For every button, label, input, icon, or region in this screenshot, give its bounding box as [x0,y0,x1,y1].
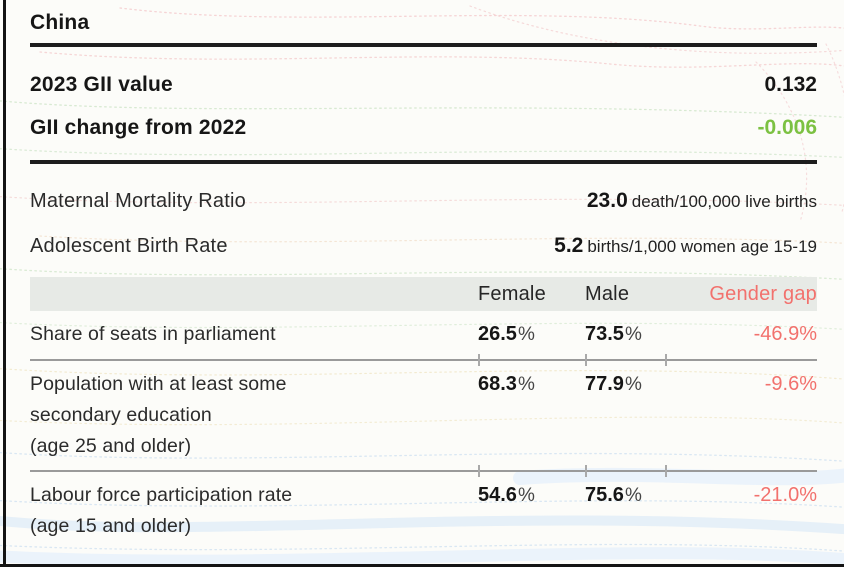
column-tick [665,354,667,366]
column-tick [478,354,480,366]
column-tick [665,465,667,477]
column-tick [585,465,587,477]
male-value: 75.6% [585,484,642,506]
gender-gap-value: -21.0% [753,484,817,506]
table-row-parliament: Share of seats in parliament 26.5% 73.5%… [30,311,817,359]
adolescent-birth-value: 5.2 births/1,000 women age 15-19 [554,234,817,257]
column-header-female: Female [478,282,546,305]
bottom-edge-rule [0,564,844,567]
table-row-education: Population with at least some secondary … [30,354,817,470]
row-label: Population with at least some secondary … [30,373,287,457]
gender-gap-value: -46.9% [753,323,817,345]
male-value: 77.9% [585,373,642,395]
section-divider [30,160,817,164]
gii-change-value: -0.006 [757,116,817,139]
gii-value-label: 2023 GII value [30,73,173,96]
country-name: China [30,11,90,34]
gii-value-row: 2023 GII value 0.132 [30,73,817,97]
maternal-mortality-row: Maternal Mortality Ratio 23.0 death/100,0… [30,189,817,213]
country-gii-card: China 2023 GII value 0.132 GII change fr… [30,0,817,550]
adolescent-birth-label: Adolescent Birth Rate [30,235,228,257]
row-label: Labour force participation rate (age 15 … [30,484,293,537]
column-header-male: Male [585,282,630,305]
female-value: 26.5% [478,323,535,345]
gii-change-row: GII change from 2022 -0.006 [30,116,817,140]
column-tick [478,465,480,477]
female-value: 54.6% [478,484,535,506]
adolescent-birth-row: Adolescent Birth Rate 5.2 births/1,000 wo… [30,234,817,258]
row-label: Share of seats in parliament [30,323,276,345]
gender-table-header: Female Male Gender gap [30,277,817,311]
female-value: 68.3% [478,373,535,395]
column-tick [585,354,587,366]
male-value: 73.5% [585,323,642,345]
gender-gap-value: -9.6% [764,373,817,395]
gii-value: 0.132 [764,73,817,96]
title-divider [30,43,817,47]
gii-change-label: GII change from 2022 [30,116,247,139]
maternal-mortality-value: 23.0 death/100,000 live births [586,189,817,212]
column-header-gender-gap: Gender gap [709,282,817,305]
table-row-labour-force: Labour force participation rate (age 15 … [30,465,817,550]
left-edge-rule [3,0,6,567]
maternal-mortality-label: Maternal Mortality Ratio [30,190,246,212]
